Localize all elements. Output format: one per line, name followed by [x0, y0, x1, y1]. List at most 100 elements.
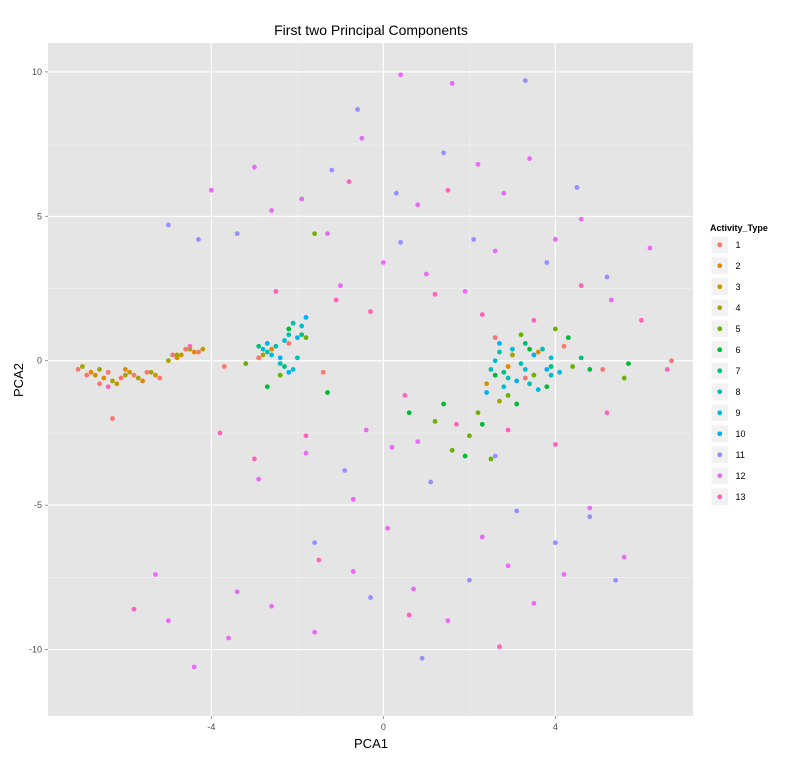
data-point [286, 340, 292, 346]
data-point [350, 569, 356, 574]
legend-item: 1 [710, 235, 741, 254]
data-point [88, 369, 94, 375]
data-point [217, 430, 223, 436]
data-point [105, 369, 111, 375]
data-point [505, 375, 511, 381]
data-point [531, 372, 537, 378]
data-point [479, 421, 485, 427]
data-point [393, 190, 399, 196]
legend-label: 6 [736, 345, 741, 355]
data-point [608, 297, 614, 303]
legend-item: 4 [710, 298, 741, 317]
series-3 [92, 346, 489, 387]
data-point [329, 167, 335, 173]
data-point [578, 283, 584, 289]
data-point [518, 361, 524, 367]
data-point [492, 372, 498, 378]
data-point [527, 381, 532, 387]
y-tick-label: -10 [29, 645, 42, 655]
legend-item: 3 [710, 277, 741, 296]
axis-ticks: -4 0 4 10 5 0 -5 -10 [29, 67, 558, 732]
data-point [359, 135, 365, 141]
data-point [548, 355, 554, 361]
data-point [256, 355, 262, 361]
x-axis-title: PCA1 [354, 736, 388, 751]
data-point [522, 375, 528, 381]
data-point [621, 375, 627, 381]
data-point [587, 505, 593, 511]
legend-item: 6 [710, 340, 741, 359]
series-9 [260, 323, 563, 393]
series-13 [105, 179, 670, 650]
data-point [153, 572, 158, 577]
chart-title: First two Principal Components [274, 22, 468, 38]
data-point [92, 372, 98, 378]
data-point [492, 335, 498, 341]
data-point [196, 349, 201, 355]
data-point [510, 346, 515, 352]
data-point [522, 340, 528, 346]
data-point [350, 496, 356, 502]
legend-key-dot [717, 494, 723, 500]
data-point [110, 378, 115, 384]
data-point [626, 361, 631, 367]
legend-label: 4 [736, 303, 741, 313]
legend-item: 12 [710, 466, 746, 485]
data-point [264, 349, 270, 355]
data-point [256, 343, 262, 349]
data-point [389, 444, 395, 450]
data-point [312, 629, 317, 635]
data-point [174, 352, 180, 358]
data-point [553, 237, 558, 242]
data-point [269, 208, 274, 213]
data-point [527, 346, 532, 352]
data-point [256, 476, 262, 482]
x-tick-label: 0 [381, 722, 386, 732]
data-point [398, 72, 403, 78]
data-point [402, 392, 408, 398]
y-tick-label: 10 [32, 67, 42, 77]
legend-key-dot [717, 242, 723, 248]
data-point [475, 410, 481, 416]
data-point [544, 366, 550, 372]
data-point [273, 343, 279, 349]
data-point [355, 107, 360, 112]
data-point [286, 326, 292, 332]
data-point [527, 156, 532, 161]
legend-item: 13 [710, 487, 746, 506]
legend-title: Activity_Type [710, 223, 768, 233]
data-point [325, 231, 330, 237]
series-5 [243, 231, 627, 462]
data-point [432, 418, 438, 424]
data-point [604, 410, 610, 416]
data-point [514, 401, 520, 407]
data-point [462, 289, 468, 294]
data-point [484, 381, 489, 387]
legend-item: 5 [710, 319, 741, 338]
data-point [475, 161, 481, 167]
data-point [148, 369, 154, 375]
data-point [234, 231, 240, 237]
data-point [411, 586, 416, 592]
y-tick-label: 0 [37, 356, 42, 366]
data-point [277, 372, 283, 378]
data-point [462, 453, 468, 459]
x-tick-label: 4 [553, 722, 558, 732]
data-point [613, 577, 618, 583]
data-point [123, 366, 128, 372]
data-point [299, 332, 305, 338]
data-point [110, 416, 115, 421]
data-point [522, 366, 528, 372]
data-point [497, 340, 502, 346]
data-point [544, 260, 550, 265]
data-point [505, 364, 511, 369]
data-point [449, 81, 455, 86]
data-point [647, 245, 653, 251]
data-point [479, 312, 485, 317]
data-point [553, 540, 558, 546]
data-point [170, 352, 176, 358]
legend-label: 5 [736, 324, 741, 334]
data-point [415, 439, 421, 444]
data-point [97, 381, 102, 387]
